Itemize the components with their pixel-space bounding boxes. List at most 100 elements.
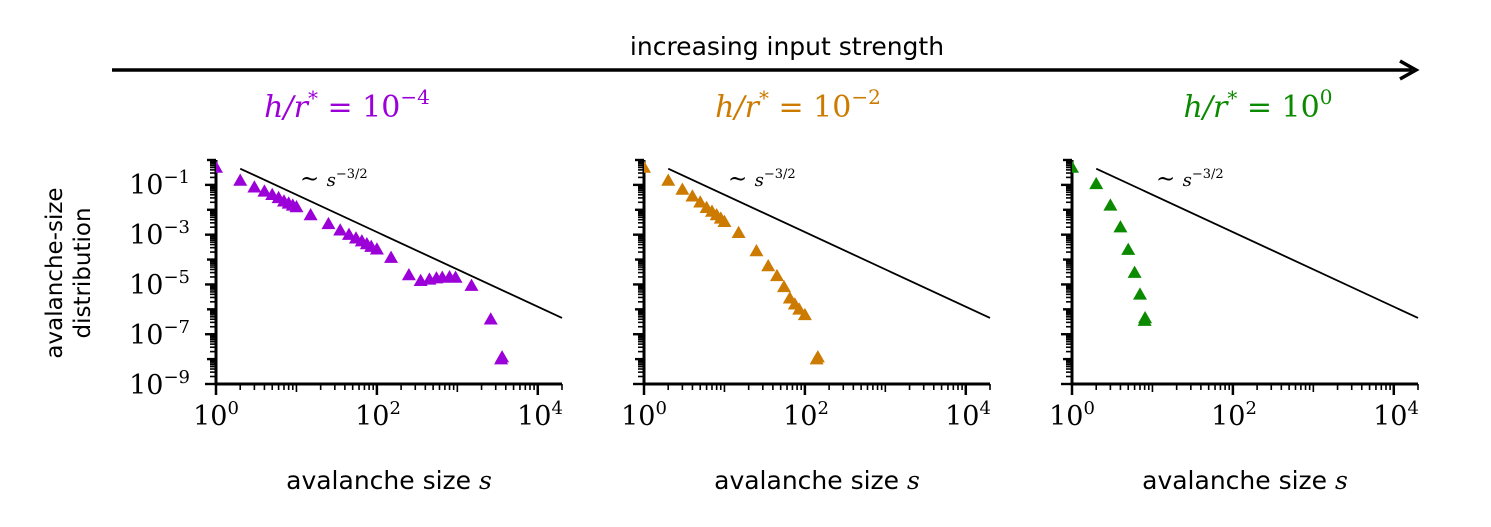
data-point [661,173,676,186]
x-axis-label-variable: s [479,466,492,495]
data-point [495,350,510,363]
y-axis-ticks [633,158,644,386]
title-equals: = 10 [1237,90,1319,125]
data-point [333,223,348,236]
reference-line-label: ∼ s−3/2 [300,166,368,192]
x-axis-ticks [214,384,563,395]
title-exponent: −4 [400,85,429,109]
data-point [1138,310,1153,324]
y-tick-label-1e-5: 10−5 [129,267,190,301]
data-point [247,180,262,193]
x-tick-label-10000: 104 [1373,398,1419,432]
x-axis-label: avalanche size s [1142,466,1348,495]
x-axis-ticks [642,384,991,395]
x-axis-ticks [1070,384,1419,395]
title-superscript: * [308,86,318,110]
x-axis-label-variable: s [1335,466,1348,495]
title-superscript: * [1227,86,1237,110]
reference-line-label: ∼ s−3/2 [728,166,796,192]
data-point [717,214,732,228]
data-series [1072,160,1153,326]
data-point [303,207,318,221]
x-tick-label-100: 102 [355,398,401,432]
title-variable: h/r [1184,90,1229,125]
data-point [675,182,690,195]
data-point [233,173,248,186]
x-tick-label-1: 100 [193,398,239,432]
title-equals: = 10 [769,90,851,125]
data-point [289,199,304,213]
title-superscript: * [759,86,769,110]
data-point [464,278,479,291]
panel-title: h/r* = 10−2 [715,85,881,125]
reference-label-exponent: −3/2 [764,167,796,182]
panel-title: h/r* = 10−4 [264,85,430,125]
data-series [216,160,510,365]
panel-title: h/r* = 100 [1184,85,1333,125]
data-point [1089,176,1104,190]
x-axis-label-variable: s [907,466,920,495]
header-arrow [112,59,1420,81]
data-point [216,160,223,173]
y-tick-label-1e-7: 10−7 [129,317,190,351]
title-exponent: −2 [851,85,880,109]
y-tick-label-1e-9: 10−9 [129,367,190,401]
reference-label-prefix: ∼ [1156,166,1183,192]
y-tick-label-1e-1: 10−1 [129,167,190,201]
x-axis-label: avalanche size s [286,466,492,495]
x-tick-label-10000: 104 [945,398,991,432]
data-point [761,259,776,272]
panel-3: h/r* = 100 avalanche size s ∼ s−3/2 100 … [1049,85,1419,495]
data-point [1072,160,1079,173]
reference-power-law-line [1095,167,1419,319]
reference-label-base: s [755,170,764,191]
reference-label-base: s [327,170,336,191]
title-variable: h/r [264,90,309,125]
reference-power-law-line [239,167,563,319]
title-variable: h/r [715,90,760,125]
data-point [731,225,746,238]
data-point [257,184,272,197]
title-exponent: 0 [1320,85,1333,109]
data-point [1132,287,1147,300]
x-axis-label-text: avalanche size [1142,466,1335,495]
data-point [810,350,825,363]
data-point [483,312,498,325]
data-point [401,267,416,281]
reference-label-prefix: ∼ [300,166,327,192]
data-point [321,216,336,230]
y-axis-label-line2: distribution [70,207,96,338]
data-point [341,227,356,240]
reference-line-label: ∼ s−3/2 [1156,166,1224,192]
data-point [777,279,792,293]
y-tick-label-1e-3: 10−3 [129,217,190,251]
x-tick-label-1: 100 [1049,398,1095,432]
x-axis-label-text: avalanche size [714,466,907,495]
data-point [792,302,807,315]
reference-label-exponent: −3/2 [1192,167,1224,182]
data-point [1121,242,1136,255]
data-point [644,160,651,173]
data-point [769,268,784,282]
data-point [749,244,764,257]
reference-power-law-line [667,167,991,319]
x-tick-label-10000: 104 [517,398,563,432]
data-point [369,242,384,255]
x-tick-label-100: 102 [783,398,829,432]
panel-2: h/r* = 10−2 avalanche size s ∼ s−3/2 100… [621,85,991,495]
data-point [384,250,399,263]
reference-label-exponent: −3/2 [336,167,368,182]
y-axis-label: avalanche-size distribution [42,187,96,358]
data-series [644,160,825,365]
y-axis-ticks [1061,158,1072,386]
header-text: increasing input strength [630,32,944,61]
reference-label-base: s [1183,170,1192,191]
data-point [797,307,812,321]
x-axis-label-text: avalanche size [286,466,479,495]
data-point [685,189,700,202]
data-point [1127,265,1142,278]
reference-label-prefix: ∼ [728,166,755,192]
data-point [693,195,708,208]
title-equals: = 10 [318,90,400,125]
